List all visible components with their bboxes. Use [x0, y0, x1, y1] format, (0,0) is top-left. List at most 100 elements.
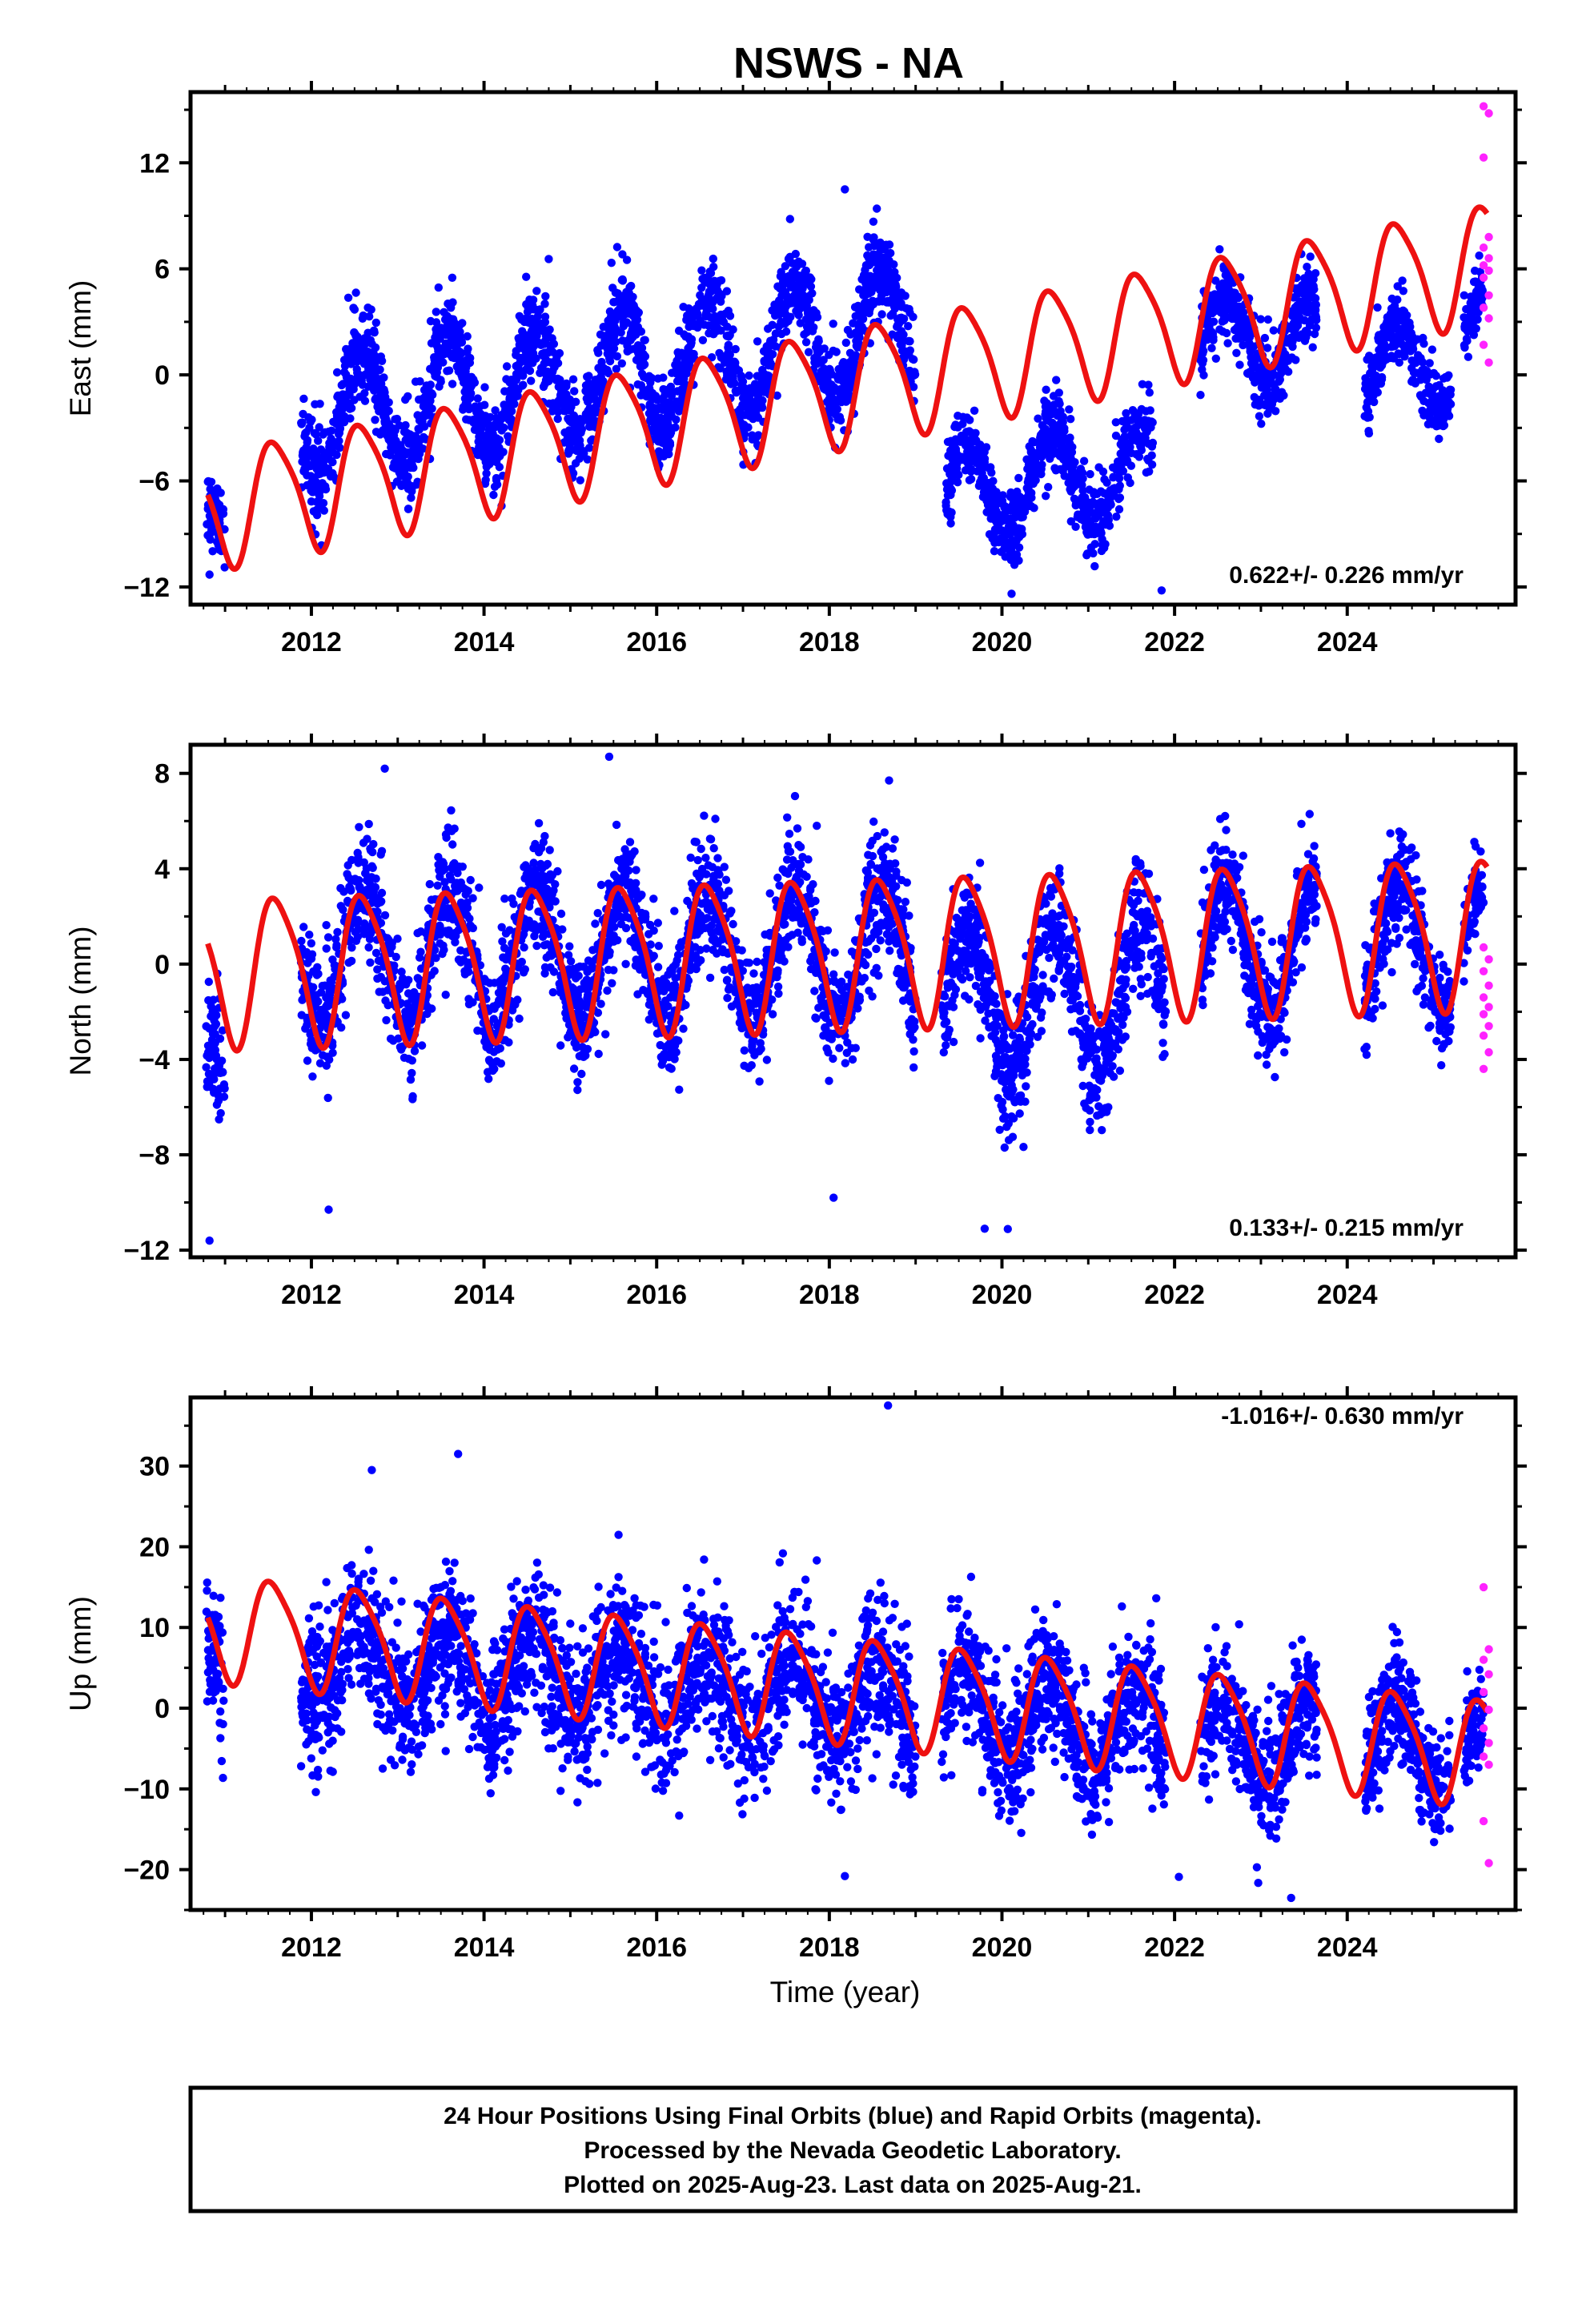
east-final-point	[316, 445, 326, 454]
north-final-point	[573, 1078, 582, 1087]
east-final-point	[432, 341, 441, 350]
east-final-point	[863, 232, 872, 241]
north-final-point	[203, 1051, 211, 1060]
east-final-point	[673, 348, 682, 357]
east-final-point	[1014, 473, 1023, 483]
east-final-point	[701, 295, 710, 304]
east-final-point	[554, 382, 563, 392]
east-final-point	[527, 376, 536, 385]
east-final-point	[206, 485, 215, 493]
east-final-point	[584, 379, 593, 388]
east-frame	[188, 90, 1518, 607]
east-final-point	[319, 468, 328, 477]
east-final-point	[845, 373, 854, 382]
east-final-point	[434, 283, 443, 292]
east-rapid-point	[1484, 266, 1493, 275]
east-ytick-label: 0	[155, 360, 170, 391]
east-final-point	[404, 505, 413, 513]
east-final-point	[753, 337, 762, 346]
east-final-point	[1024, 486, 1033, 495]
east-final-point	[804, 348, 813, 356]
east-final-point	[1112, 465, 1121, 474]
east-final-point	[1028, 461, 1037, 471]
east-final-point	[1306, 252, 1315, 261]
east-final-point	[741, 399, 749, 408]
east-final-point	[873, 297, 883, 306]
east-final-point	[340, 361, 350, 371]
east-final-point	[1279, 367, 1287, 376]
east-final-point	[1198, 365, 1207, 374]
east-final-point	[731, 344, 740, 354]
east-final-point	[697, 266, 706, 275]
east-final-point	[646, 378, 655, 387]
east-ylabel: East (mm)	[64, 280, 97, 417]
east-final-point	[1415, 391, 1425, 400]
east-final-point	[334, 429, 343, 439]
east-final-point	[407, 493, 416, 502]
east-final-point	[1222, 300, 1231, 308]
east-final-point	[216, 507, 225, 517]
east-final-point	[861, 290, 870, 300]
east-final-point	[904, 322, 913, 331]
east-final-point	[1472, 316, 1481, 324]
east-final-point	[856, 322, 865, 332]
east-final-point	[589, 384, 599, 393]
east-final-point	[431, 372, 440, 380]
north-final-point	[773, 873, 782, 883]
east-final-point	[342, 344, 351, 354]
east-final-point	[1042, 492, 1050, 501]
east-final-point	[299, 409, 307, 419]
east-final-point	[789, 283, 797, 292]
east-final-point	[519, 328, 528, 338]
east-final-point	[628, 325, 636, 335]
east-final-point	[1075, 480, 1084, 489]
east-final-point	[337, 380, 346, 390]
east-final-point	[1089, 549, 1098, 558]
east-final-point	[323, 452, 331, 461]
east-final-point	[343, 293, 353, 302]
east-final-point	[815, 348, 824, 356]
east-final-point	[659, 424, 669, 433]
east-final-point	[1435, 434, 1443, 444]
east-final-point	[1439, 415, 1448, 424]
east-final-point	[785, 215, 794, 223]
east-final-point	[668, 368, 677, 377]
east-final-point	[1363, 397, 1372, 406]
north-final-point	[700, 811, 709, 820]
east-final-point	[1379, 349, 1389, 359]
east-final-point	[1105, 521, 1114, 530]
east-final-point	[869, 217, 878, 226]
east-final-point	[897, 341, 906, 350]
east-final-point	[1446, 400, 1456, 408]
east-final-point	[780, 291, 789, 300]
east-final-point	[1446, 390, 1455, 399]
east-final-point	[841, 338, 851, 348]
east-final-point	[700, 320, 709, 329]
east-final-point	[544, 255, 553, 263]
east-final-point	[604, 326, 614, 335]
east-final-point	[805, 273, 814, 282]
east-final-point	[1463, 336, 1472, 345]
east-rapid-point	[1484, 314, 1493, 323]
east-final-point	[505, 387, 514, 396]
north-final-point	[713, 854, 722, 862]
east-final-point	[765, 348, 774, 357]
east-final-point	[771, 329, 781, 338]
east-final-point	[465, 374, 475, 383]
north-final-point	[723, 994, 732, 1003]
east-xtick-label: 2018	[799, 627, 860, 657]
east-final-point	[470, 425, 480, 434]
east-final-point	[1122, 444, 1131, 454]
east-final-point	[444, 341, 454, 351]
east-final-point	[1263, 315, 1273, 324]
east-final-point	[1065, 405, 1074, 414]
east-final-point	[622, 255, 632, 264]
east-final-point	[443, 367, 452, 376]
east-final-point	[413, 411, 422, 420]
east-final-point	[619, 322, 628, 331]
east-final-point	[351, 288, 360, 297]
east-final-point	[375, 382, 383, 392]
east-final-point	[1250, 392, 1259, 402]
east-final-point	[674, 326, 684, 336]
